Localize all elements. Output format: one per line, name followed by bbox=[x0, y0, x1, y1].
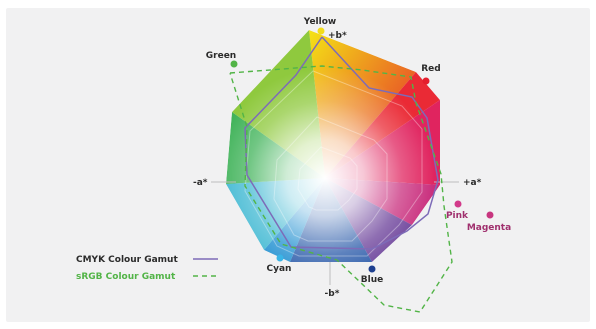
pink-label: Pink bbox=[446, 211, 469, 221]
magenta-label: Magenta bbox=[467, 223, 511, 233]
srgb-gamut-outline bbox=[229, 65, 453, 313]
green-dot bbox=[230, 60, 238, 68]
blue-label: Blue bbox=[361, 275, 383, 285]
magenta-dot bbox=[486, 211, 494, 219]
legend: CMYK Colour Gamut sRGB Colour Gamut bbox=[76, 255, 218, 282]
red-label: Red bbox=[421, 64, 440, 74]
plus-a-axis-label: +a* bbox=[463, 178, 482, 188]
legend-cmyk-label: CMYK Colour Gamut bbox=[76, 255, 178, 265]
color-gamut-wheel bbox=[226, 30, 440, 262]
minus-b-axis-label: -b* bbox=[325, 289, 340, 299]
blue-dot bbox=[368, 265, 376, 273]
cyan-label: Cyan bbox=[267, 264, 292, 274]
green-label: Green bbox=[206, 51, 236, 61]
yellow-dot bbox=[317, 27, 325, 35]
cmyk-gamut-outline bbox=[244, 36, 439, 250]
red-dot bbox=[422, 77, 430, 85]
legend-srgb-label: sRGB Colour Gamut bbox=[76, 272, 176, 282]
plus-b-axis-label: +b* bbox=[328, 31, 347, 41]
yellow-label: Yellow bbox=[303, 17, 336, 27]
pink-dot bbox=[454, 200, 462, 208]
cyan-dot bbox=[276, 254, 284, 262]
minus-a-axis-label: -a* bbox=[193, 178, 208, 188]
